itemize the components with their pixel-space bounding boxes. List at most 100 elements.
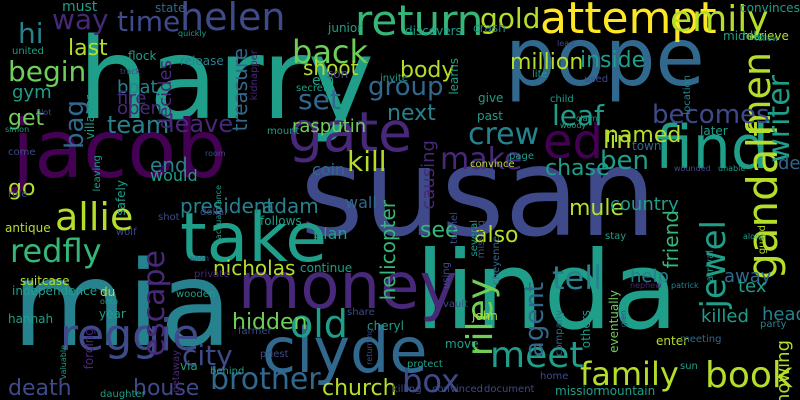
word-ed: ed	[543, 114, 603, 170]
word-sun: sun	[680, 361, 698, 372]
word-book: book	[705, 355, 793, 396]
word-party: party	[760, 319, 787, 330]
word-private: private	[194, 269, 230, 280]
word-tunnel: tunnel	[449, 212, 460, 244]
word-come: come	[8, 147, 36, 158]
word-mia: mia	[12, 235, 233, 373]
word-mission: mission	[555, 384, 601, 398]
word-ben: ben	[600, 146, 649, 176]
word-farmer: farmer	[238, 326, 272, 337]
word-simon: simon	[5, 125, 30, 134]
word-killing: killing	[392, 384, 422, 395]
word-begin: begin	[8, 55, 87, 88]
word-document: document	[484, 384, 535, 395]
word-move: move	[445, 337, 479, 351]
word-attempt: attempt	[540, 0, 717, 44]
word-find: find	[655, 113, 769, 183]
word-gate: gate	[288, 100, 413, 164]
word-boat: boat	[117, 77, 158, 98]
word-using: using	[441, 262, 452, 290]
word-missing: missing	[476, 220, 487, 259]
word-united: united	[12, 46, 44, 57]
word-wolf: wolf	[116, 227, 137, 238]
word-kidnapper: kidnapper	[249, 50, 260, 101]
word-arrival: arrival	[705, 250, 716, 282]
word-leaving: leaving	[92, 155, 103, 192]
word-convinces: convinces	[740, 1, 800, 15]
word-secret: secret	[296, 83, 327, 94]
word-antique: antique	[5, 221, 51, 235]
word-away: away	[724, 266, 772, 287]
word-wounded: wounded	[674, 164, 711, 173]
word-helen: helen	[180, 0, 286, 39]
word-open: open	[117, 98, 162, 119]
word-dollar: dollar	[200, 207, 229, 218]
word-death: death	[8, 376, 72, 400]
word-priest: priest	[260, 349, 289, 360]
word-quickly: quickly	[178, 29, 207, 38]
word-box: box	[402, 362, 460, 400]
word-make: make	[440, 142, 523, 177]
word-forcing: forcing	[82, 328, 96, 370]
word-give: give	[478, 91, 504, 105]
word-get: get	[8, 106, 45, 131]
word-claim: claim	[576, 114, 598, 123]
word-must: must	[62, 0, 98, 15]
word-shoot: shoot	[303, 56, 359, 80]
word-susan: susan	[300, 122, 657, 264]
word-clyde: clyde	[262, 314, 428, 387]
word-hannah: hannah	[8, 312, 54, 326]
word-onto: onto	[100, 297, 118, 306]
word-release: release	[180, 54, 224, 68]
word-em: em	[312, 73, 335, 89]
word-harry: harry	[78, 15, 375, 145]
word-cheyenne: cheyenne	[491, 236, 502, 285]
word-city: city	[182, 339, 233, 372]
word-returning: returning	[365, 328, 374, 365]
word-du: du	[100, 285, 116, 299]
word-shot: shot	[158, 212, 180, 223]
word-later: later	[700, 124, 728, 138]
word-rule: rule	[8, 189, 28, 200]
word-cheryl: cheryl	[367, 319, 404, 333]
word-agent: agent	[520, 282, 550, 358]
word-patrick: patrick	[671, 281, 699, 290]
word-nephew: nephew	[630, 281, 662, 290]
word-lin: lin	[603, 126, 632, 154]
word-rasputin: rasputin	[292, 116, 367, 137]
word-child: child	[550, 94, 574, 105]
word-linda: linda	[415, 229, 679, 354]
word-along: along	[743, 232, 766, 241]
word-tell: tell	[552, 259, 603, 297]
word-becomes: becomes	[652, 100, 770, 130]
word-body: body	[400, 58, 455, 83]
word-suitcase: suitcase	[20, 274, 70, 288]
word-lead: lead	[557, 39, 575, 48]
word-hidden: hidden	[232, 310, 308, 335]
word-de: de	[778, 153, 800, 174]
word-treasure: treasure	[228, 48, 252, 132]
word-glen: glen	[619, 310, 628, 328]
word-pope: pope	[505, 11, 705, 104]
word-flock: flock	[128, 49, 157, 63]
word-follow: follow	[755, 34, 779, 43]
word-causing: causing	[418, 140, 439, 210]
word-named: named	[605, 123, 682, 148]
word-home: home	[540, 371, 569, 382]
word-last: last	[68, 36, 108, 61]
word-mountain: mountain	[598, 384, 656, 398]
word-learns: learns	[447, 58, 461, 95]
word-via: via	[180, 359, 198, 373]
word-hi: hi	[18, 17, 44, 50]
word-continue: continue	[300, 261, 353, 275]
word-year: year	[99, 307, 126, 321]
word-leave: leave	[168, 110, 234, 138]
word-friend: friend	[659, 210, 683, 269]
word-way: way	[52, 3, 109, 36]
word-allie: allie	[55, 195, 134, 239]
word-escape: escape	[137, 250, 172, 357]
word-return: return	[355, 0, 484, 45]
word-gold: gold	[480, 2, 541, 35]
word-mount: mount	[267, 126, 300, 137]
word-church: church	[322, 376, 397, 400]
